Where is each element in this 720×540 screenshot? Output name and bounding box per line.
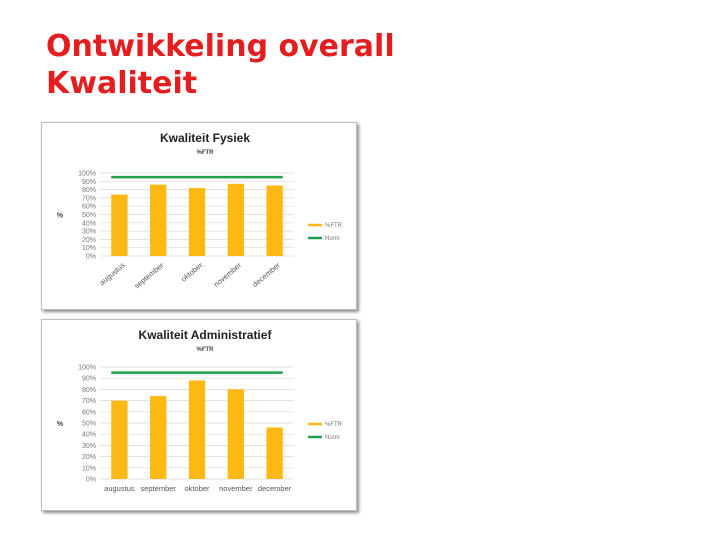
y-tick-label: 90% (82, 376, 96, 383)
y-tick-label: 80% (82, 187, 96, 194)
y-tick-label: 60% (82, 409, 96, 416)
y-tick-label: 0% (86, 477, 96, 484)
y-tick-label: 50% (82, 421, 96, 428)
x-tick-label: augustus (104, 484, 135, 493)
x-tick-label: december (258, 484, 292, 493)
x-tick-label: oktober (179, 260, 204, 283)
chart-subtitle: %FTR (197, 347, 215, 353)
legend-label: Norm (325, 236, 340, 242)
chart-title: Kwaliteit Administratief (139, 328, 273, 342)
slide-title-line-2: Kwaliteit (46, 66, 198, 101)
y-tick-label: 0% (86, 254, 96, 261)
y-tick-label: 70% (82, 195, 96, 202)
y-tick-label: 80% (82, 387, 96, 394)
y-tick-label: 20% (82, 237, 96, 244)
x-tick-label: september (140, 484, 176, 493)
slide-title-line-1: Ontwikkeling overall (46, 29, 395, 64)
bar (150, 184, 167, 256)
y-tick-label: 60% (82, 204, 96, 211)
chart-kwaliteit-fysiek: Kwaliteit Fysiek %FTR 0% 10% 20% 30% 40% 50% 60%… (41, 122, 357, 310)
slide-title: Ontwikkeling overall Kwaliteit (46, 28, 646, 102)
bar (188, 187, 206, 256)
bar (227, 389, 244, 479)
y-tick-label: 70% (82, 398, 96, 405)
x-tick-label: december (251, 260, 283, 289)
legend-label: Norm (325, 435, 340, 441)
bar (266, 427, 283, 479)
y-tick-label: 40% (82, 220, 96, 227)
y-tick-label: 40% (82, 432, 96, 439)
chart-title: Kwaliteit Fysiek (160, 131, 250, 145)
x-tick-label: oktober (184, 484, 210, 493)
bar (266, 185, 283, 256)
chart-subtitle: %FTR (197, 150, 215, 156)
y-tick-label: 90% (82, 179, 96, 186)
y-tick-label: 30% (82, 443, 96, 450)
chart-svg-administratief: Kwaliteit Administratief %FTR 0% 10% 20% 30% 4… (57, 328, 343, 493)
bar (111, 194, 128, 256)
y-tick-label: 100% (78, 365, 96, 372)
x-tick-label: september (133, 260, 166, 290)
chart-kwaliteit-administratief: Kwaliteit Administratief %FTR 0% 10% 20% 30% 4… (41, 319, 357, 511)
x-tick-label: augustus (98, 260, 127, 287)
y-tick-label: 30% (82, 229, 96, 236)
legend-label: %FTR (325, 223, 343, 229)
bar (227, 183, 244, 256)
y-tick-label: 20% (82, 454, 96, 461)
y-axis-label: % (57, 421, 64, 428)
legend-label: %FTR (325, 422, 343, 428)
y-tick-label: 50% (82, 212, 96, 219)
bar (150, 396, 167, 479)
chart-svg-fysiek: Kwaliteit Fysiek %FTR 0% 10%20%30% 40%50%60%… (57, 131, 343, 290)
bar (111, 400, 128, 479)
y-tick-label: 100% (78, 171, 96, 178)
x-tick-label: november (212, 260, 244, 289)
y-axis-label: % (57, 213, 64, 220)
bar (188, 380, 206, 479)
y-tick-label: 10% (82, 245, 96, 252)
y-tick-label: 10% (82, 465, 96, 472)
x-tick-label: november (219, 484, 253, 493)
